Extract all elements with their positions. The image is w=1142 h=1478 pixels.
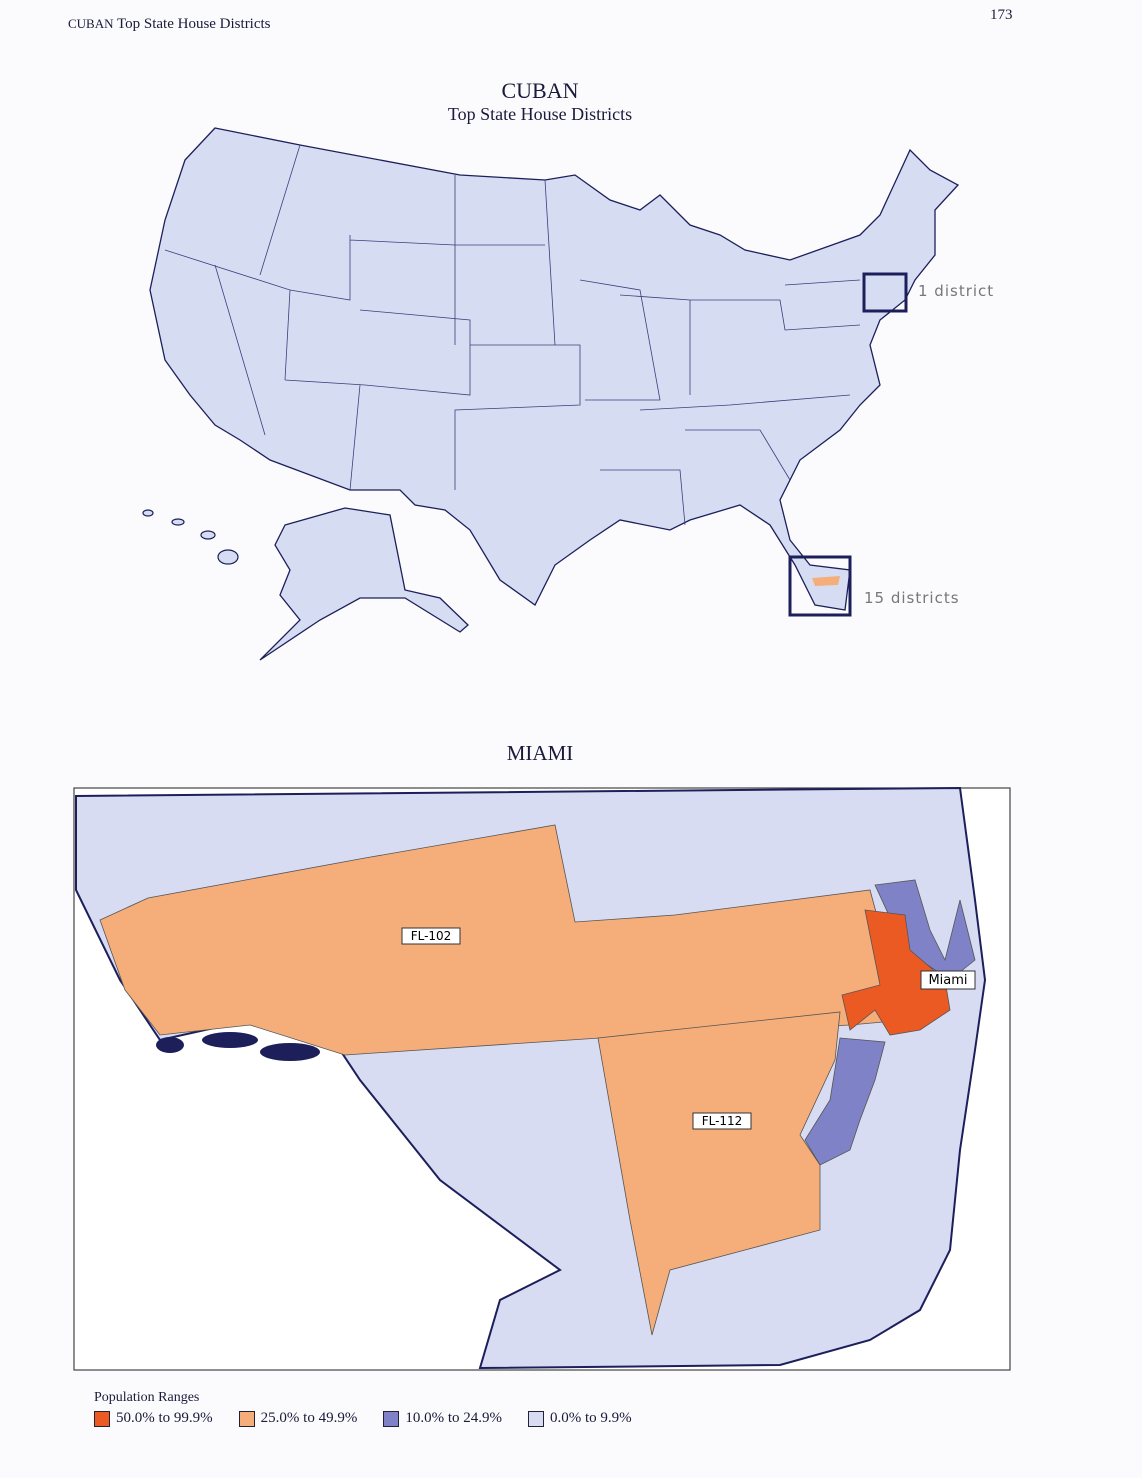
callout-box <box>862 272 908 313</box>
running-head: CUBAN Top State House Districts <box>68 16 271 33</box>
district-label: FL-112 <box>702 1114 743 1128</box>
legend-title: Population Ranges <box>94 1390 200 1405</box>
us-outline <box>149 127 960 611</box>
callout-label: 15 districts <box>864 589 960 607</box>
legend-label: 25.0% to 49.9% <box>260 1410 358 1426</box>
us-map <box>142 127 960 661</box>
legend-label: 0.0% to 9.9% <box>550 1410 632 1426</box>
legend-label: 10.0% to 24.9% <box>405 1410 503 1426</box>
legend-swatch <box>238 1410 255 1427</box>
legend-item: 25.0% to 49.9% <box>238 1410 358 1427</box>
hawaii <box>142 509 239 565</box>
callout-label: 1 district <box>918 282 995 300</box>
label-box <box>692 1112 752 1130</box>
us-map-subtitle: Top State House Districts <box>447 104 633 124</box>
legend-item: 0.0% to 9.9% <box>528 1410 632 1427</box>
us-map-title: CUBAN <box>501 78 579 103</box>
callout-box <box>788 555 852 617</box>
legend: Population Ranges 50.0% to 99.9% 25.0% to… <box>94 1390 632 1427</box>
legend-item: 10.0% to 24.9% <box>383 1410 502 1427</box>
ten-thousand-islands <box>156 1032 320 1061</box>
running-title: CUBAN <box>68 16 114 31</box>
alaska <box>259 507 469 661</box>
district-red <box>841 909 951 1036</box>
legend-label: 50.0% to 99.9% <box>116 1410 213 1426</box>
legend-swatch <box>528 1410 545 1427</box>
label-box <box>920 970 976 990</box>
label-box <box>401 927 461 945</box>
legend-items: 50.0% to 99.9% 25.0% to 49.9% 10.0% to 24.… <box>94 1410 632 1427</box>
district-purple <box>804 1037 886 1166</box>
city-label: Miami <box>928 973 967 988</box>
miami-map-title: MIAMI <box>506 741 574 765</box>
district-orange <box>597 1011 841 1336</box>
state-borders <box>164 144 861 526</box>
legend-swatch <box>94 1410 110 1427</box>
miami-map: FL-102 FL-112 Miami <box>73 786 1011 1371</box>
page-number: 173 <box>990 7 1013 23</box>
running-subtitle: Top State House Districts <box>117 16 271 32</box>
district-label: FL-102 <box>411 929 452 943</box>
legend-swatch <box>383 1410 400 1427</box>
legend-item: 50.0% to 99.9% <box>94 1410 213 1427</box>
south-florida-highlight <box>812 576 840 586</box>
